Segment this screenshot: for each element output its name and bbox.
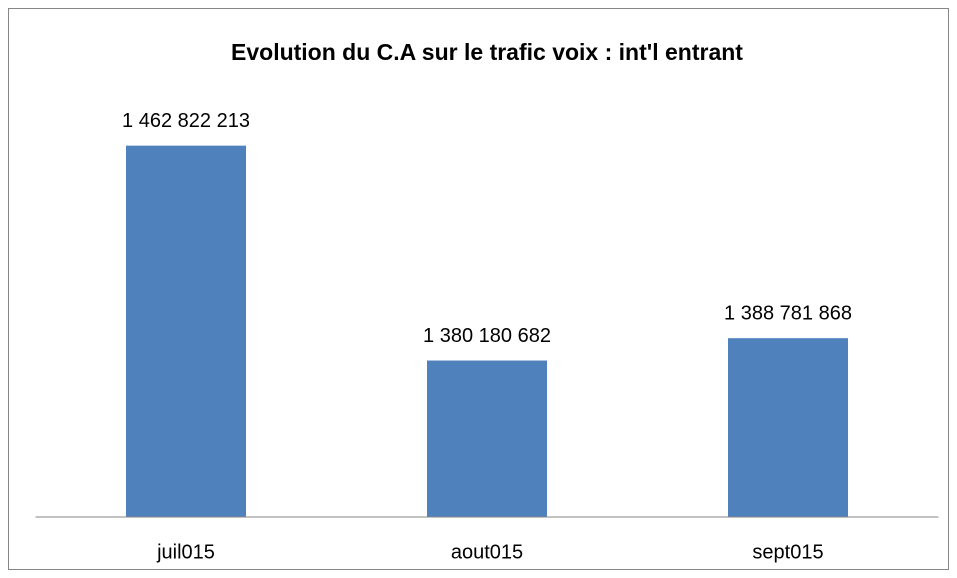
- bar: [126, 145, 246, 518]
- data-label: 1 380 180 682: [423, 325, 551, 347]
- chart-title: Evolution du C.A sur le trafic voix : in…: [231, 39, 743, 65]
- x-tick-label: aout015: [451, 541, 523, 563]
- bar: [427, 360, 547, 517]
- x-tick-label: juil015: [156, 541, 215, 563]
- data-label: 1 462 822 213: [122, 110, 250, 132]
- bar: [728, 338, 848, 517]
- x-tick-label: sept015: [752, 541, 823, 563]
- data-label: 1 388 781 868: [724, 302, 852, 324]
